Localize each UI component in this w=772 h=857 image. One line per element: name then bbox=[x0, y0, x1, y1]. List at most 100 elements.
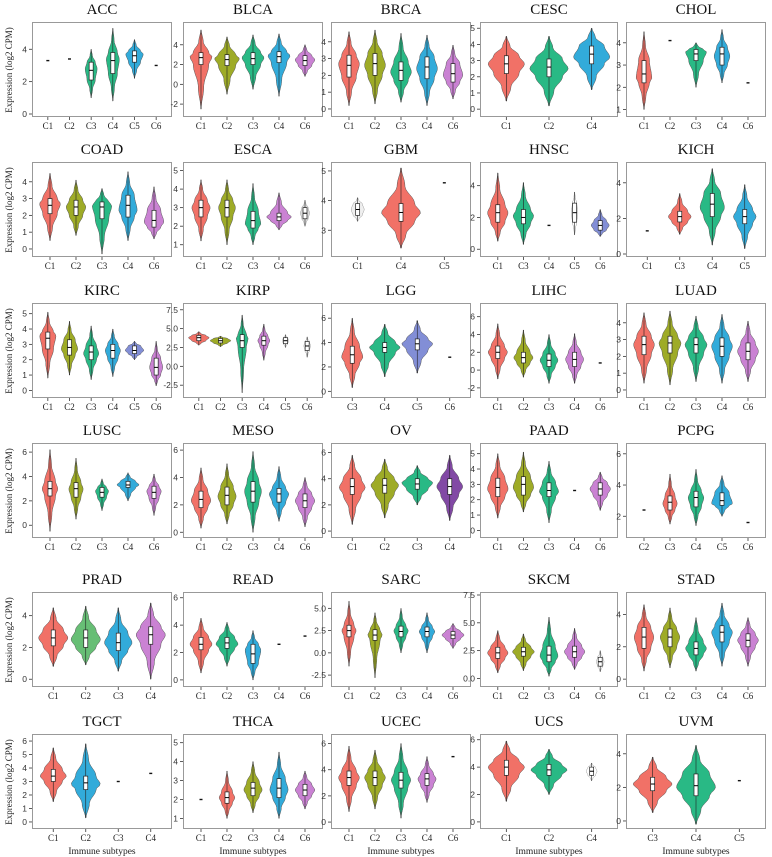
x-tick-label: C4 bbox=[274, 261, 285, 271]
panel-skcm: SKCM 0.0 2.5 5.0 7.5 C1 C2 C3 C4 C6 bbox=[463, 572, 618, 703]
y-tick-label: 4 bbox=[173, 40, 178, 50]
y-tick-label: 4 bbox=[470, 464, 475, 474]
box-c4 bbox=[693, 490, 699, 508]
y-tick-label: 4 bbox=[22, 763, 27, 773]
single-point-c1 bbox=[199, 798, 203, 801]
plot-frame bbox=[331, 303, 471, 398]
box-c4 bbox=[424, 773, 430, 786]
panel-prad: PRAD 0 2 4 C1 C2 C3 C4 bbox=[22, 572, 172, 703]
x-tick-label: C1 bbox=[639, 121, 650, 131]
single-point-c2 bbox=[68, 58, 71, 60]
violin-plot: 0 2 4 6 C1 C2 C3 C4 C6 bbox=[321, 734, 471, 843]
y-tick-label: 0 bbox=[22, 817, 27, 827]
y-tick-label: 4 bbox=[22, 44, 27, 54]
x-tick-label: C5 bbox=[129, 121, 140, 131]
x-tick-label: C2 bbox=[71, 542, 82, 552]
panel-title: UCEC bbox=[380, 714, 421, 730]
x-axis-label: Immune subtypes bbox=[662, 847, 730, 857]
panel-title: HNSC bbox=[528, 142, 569, 158]
box-c2 bbox=[372, 770, 378, 786]
box-c3 bbox=[521, 209, 526, 225]
panel-title: KICH bbox=[677, 142, 715, 158]
x-tick-label: C4 bbox=[586, 833, 597, 843]
x-tick-label: C1 bbox=[344, 121, 355, 131]
x-tick-label: C6 bbox=[444, 402, 455, 412]
y-tick-label: 3 bbox=[616, 60, 621, 70]
x-tick-label: C3 bbox=[691, 691, 702, 701]
y-tick-label: 0.0 bbox=[166, 361, 178, 371]
x-tick-label: C4 bbox=[274, 542, 285, 552]
panel-title: CHOL bbox=[675, 2, 717, 18]
y-axis-label: Expression (log2 CPM) bbox=[4, 596, 14, 683]
y-tick-label: 6 bbox=[22, 447, 27, 457]
panel-title: STAD bbox=[677, 572, 715, 588]
box-c5 bbox=[132, 50, 137, 63]
panel-title: BRCA bbox=[380, 2, 422, 18]
single-point-c5 bbox=[737, 779, 741, 782]
panel-paad: PAAD 0 1 2 3 4 5 C1 C2 C3 C4 C6 bbox=[470, 423, 618, 554]
y-tick-label: 6 bbox=[173, 445, 178, 455]
panel-thca: THCA 1 2 3 4 5 C1 C2 C3 C4 C6 bbox=[173, 714, 323, 845]
box-c3 bbox=[546, 645, 552, 663]
x-tick-label: C2 bbox=[222, 691, 233, 701]
y-tick-label: 3 bbox=[22, 194, 27, 204]
single-point-c3 bbox=[116, 780, 120, 783]
x-tick-label: C3 bbox=[396, 691, 407, 701]
single-point-c4 bbox=[573, 489, 577, 492]
x-tick-label: C6 bbox=[743, 542, 754, 552]
x-tick-label: C3 bbox=[248, 691, 259, 701]
x-tick-label: C2 bbox=[222, 542, 233, 552]
panel-brca: BRCA 0 1 2 3 4 C1 C2 C3 C4 C6 bbox=[321, 2, 471, 133]
y-axis-label: Expression (log2 CPM) bbox=[4, 738, 14, 825]
x-tick-label: C4 bbox=[544, 261, 555, 271]
x-tick-label: C6 bbox=[149, 542, 160, 552]
panel-title: GBM bbox=[383, 142, 419, 158]
y-tick-label: 0 bbox=[470, 817, 475, 827]
violin-plot: 0 2 4 6 C1 C2 C4 bbox=[470, 734, 618, 843]
y-tick-label: 1 bbox=[22, 370, 27, 380]
y-tick-label: 2 bbox=[173, 794, 178, 804]
x-tick-label: C1 bbox=[642, 261, 653, 271]
y-tick-label: 6 bbox=[321, 448, 326, 458]
plot-frame bbox=[32, 303, 172, 398]
plot-frame bbox=[32, 443, 172, 538]
violin-plot: 0 1 2 3 4 C1 C2 C3 C4 C6 bbox=[616, 303, 766, 412]
x-tick-label: C2 bbox=[639, 542, 650, 552]
x-tick-label: C1 bbox=[196, 261, 207, 271]
panel-coad: COAD 0 1 2 3 4 C1 C2 C3 C4 C6 bbox=[22, 142, 172, 273]
box-c1 bbox=[641, 60, 647, 84]
panel-chol: CHOL 1 2 3 4 C1 C2 C3 C4 C6 bbox=[616, 2, 766, 133]
y-tick-label: 2 bbox=[22, 790, 27, 800]
panel-ucs: UCS 0 2 4 6 C1 C2 C4 bbox=[470, 714, 618, 845]
y-tick-label: 0 bbox=[22, 244, 27, 254]
y-tick-label: 5 bbox=[470, 23, 475, 33]
x-tick-label: C3 bbox=[544, 402, 555, 412]
y-tick-label: 4 bbox=[616, 38, 621, 48]
y-tick-label: 0 bbox=[616, 674, 621, 684]
violin-plot: 0 2 4 C1 C2 C3 C4 C5 C6 bbox=[22, 22, 172, 131]
x-tick-label: C4 bbox=[717, 691, 728, 701]
panel-cesc: CESC 0 1 2 3 4 5 C1 C2 C4 bbox=[470, 2, 618, 133]
x-tick-label: C4 bbox=[108, 402, 119, 412]
y-tick-label: 0 bbox=[173, 675, 178, 685]
y-tick-label: 4 bbox=[616, 749, 621, 759]
x-tick-label: C6 bbox=[448, 833, 459, 843]
y-tick-label: 6 bbox=[616, 449, 621, 459]
x-tick-label: C6 bbox=[448, 121, 459, 131]
violin-plot: 0 2 4 6 C1 C2 C3 C4 C6 bbox=[173, 443, 323, 552]
x-tick-label: C4 bbox=[569, 691, 580, 701]
panel-ov: OV 0 2 4 6 C1 C2 C3 C4 bbox=[321, 423, 471, 554]
y-tick-label: 4 bbox=[321, 474, 326, 484]
x-tick-label: C2 bbox=[64, 121, 75, 131]
single-point-c5 bbox=[442, 182, 446, 184]
x-tick-label: C4 bbox=[717, 402, 728, 412]
y-tick-label: 4 bbox=[616, 178, 621, 188]
x-tick-label: C3 bbox=[237, 402, 248, 412]
x-tick-label: C3 bbox=[97, 542, 108, 552]
x-tick-label: C4 bbox=[691, 833, 702, 843]
x-tick-label: C1 bbox=[344, 833, 355, 843]
x-tick-label: C6 bbox=[595, 691, 606, 701]
y-tick-label: 4 bbox=[616, 318, 621, 328]
y-tick-label: 4 bbox=[321, 338, 326, 348]
x-tick-label: C6 bbox=[151, 121, 162, 131]
